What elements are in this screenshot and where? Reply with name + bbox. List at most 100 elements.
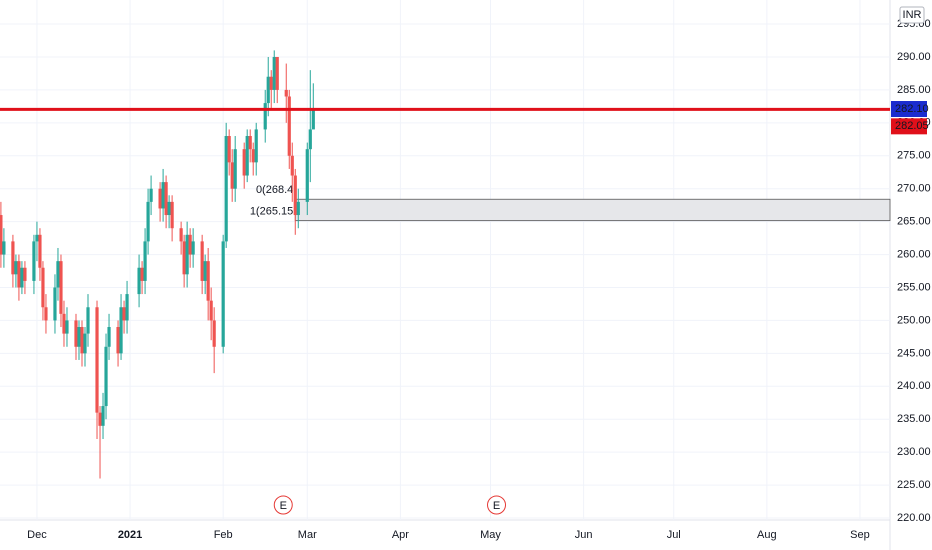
x-tick-label: Apr	[392, 529, 409, 541]
candle-body	[266, 76, 270, 104]
candle-body	[254, 129, 258, 163]
y-tick-label: 255.00	[897, 281, 931, 293]
candle-body	[125, 294, 129, 321]
candle-body	[230, 162, 234, 189]
event-marker	[273, 495, 293, 515]
x-tick-label: Sep	[850, 529, 870, 541]
y-tick-label: 240.00	[897, 380, 931, 392]
candle-body	[140, 267, 144, 281]
candle-body	[38, 234, 42, 268]
y-tick-label: 220.00	[897, 512, 931, 524]
candle-body	[227, 136, 231, 163]
candle-body	[275, 56, 279, 90]
x-tick-label: 2021	[118, 529, 142, 541]
x-tick-label: Mar	[298, 529, 317, 541]
candle-body	[161, 182, 165, 209]
candle-body	[116, 327, 120, 354]
candle-body	[74, 320, 78, 347]
candle-body	[182, 241, 186, 275]
candle-body	[290, 155, 294, 176]
event-marker	[487, 495, 507, 515]
fib-label: 0(268.4	[256, 184, 293, 196]
candle-body	[191, 241, 195, 255]
event-label: E	[493, 500, 500, 512]
candle-body	[164, 182, 168, 216]
x-tick-label: Aug	[757, 529, 777, 541]
candle-body	[200, 241, 204, 281]
last-price-label: 282.10	[895, 103, 929, 115]
candle-body	[122, 307, 126, 321]
candle-body	[251, 149, 255, 163]
candle-body	[146, 201, 150, 242]
x-tick-label: Dec	[27, 529, 47, 541]
candle-body	[23, 267, 27, 281]
y-tick-label: 285.00	[897, 84, 931, 96]
x-tick-label: Jun	[575, 529, 593, 541]
currency-label: INR	[903, 9, 922, 21]
y-tick-label: 290.00	[897, 51, 931, 63]
candle-body	[56, 261, 60, 288]
candle-body	[62, 313, 66, 334]
candle-body	[212, 320, 216, 347]
y-tick-label: 225.00	[897, 479, 931, 491]
candle-body	[224, 136, 228, 242]
currency-box	[899, 6, 925, 24]
candle-body	[95, 307, 99, 413]
candle-body	[59, 261, 63, 314]
candle-body	[32, 241, 36, 281]
candle-body	[11, 241, 15, 275]
candle-body	[287, 96, 291, 156]
y-tick-label: 270.00	[897, 183, 931, 195]
event-label: E	[280, 500, 287, 512]
last-price-box	[891, 101, 927, 118]
candle-body	[86, 307, 90, 334]
fib-label: 1(265.15	[250, 206, 293, 218]
candle-body	[104, 346, 108, 407]
candle-body	[311, 109, 315, 130]
candle-body	[242, 149, 246, 176]
candle-body	[2, 241, 6, 255]
candle-body	[107, 327, 111, 347]
x-tick-label: Feb	[214, 529, 233, 541]
candle-body	[101, 406, 105, 426]
candle-body	[14, 261, 18, 275]
candle-body	[179, 228, 183, 242]
candle-body	[65, 320, 69, 334]
candle-body	[203, 261, 207, 281]
candle-body	[44, 307, 48, 321]
candle-body	[41, 267, 45, 308]
candle-body	[269, 76, 273, 90]
candle-body	[305, 149, 309, 202]
candle-body	[185, 234, 189, 275]
candle-body	[296, 201, 300, 216]
candle-body	[80, 327, 84, 354]
candle-body	[0, 215, 3, 255]
y-tick-label: 260.00	[897, 248, 931, 260]
candle-body	[77, 327, 81, 347]
candle-body	[206, 261, 210, 301]
candle-body	[20, 267, 24, 288]
candle-body	[209, 300, 213, 321]
candle-body	[83, 333, 87, 354]
candle-body	[158, 188, 162, 209]
y-tick-label: 275.00	[897, 150, 931, 162]
candle-body	[293, 175, 297, 216]
candle-body	[170, 201, 174, 229]
candle-body	[98, 412, 102, 426]
candle-body	[137, 267, 141, 295]
candle-body	[35, 234, 39, 242]
fib-zone	[294, 198, 891, 222]
y-tick-label: 245.00	[897, 347, 931, 359]
x-tick-label: May	[480, 529, 501, 541]
candle-body	[143, 241, 147, 281]
candle-body	[17, 261, 21, 288]
y-tick-label: 235.00	[897, 413, 931, 425]
candle-body	[248, 136, 252, 150]
x-tick-label: Jul	[667, 529, 681, 541]
candle-body	[308, 129, 312, 150]
y-tick-label: 250.00	[897, 314, 931, 326]
candle-body	[53, 287, 57, 321]
candle-body	[284, 89, 288, 97]
